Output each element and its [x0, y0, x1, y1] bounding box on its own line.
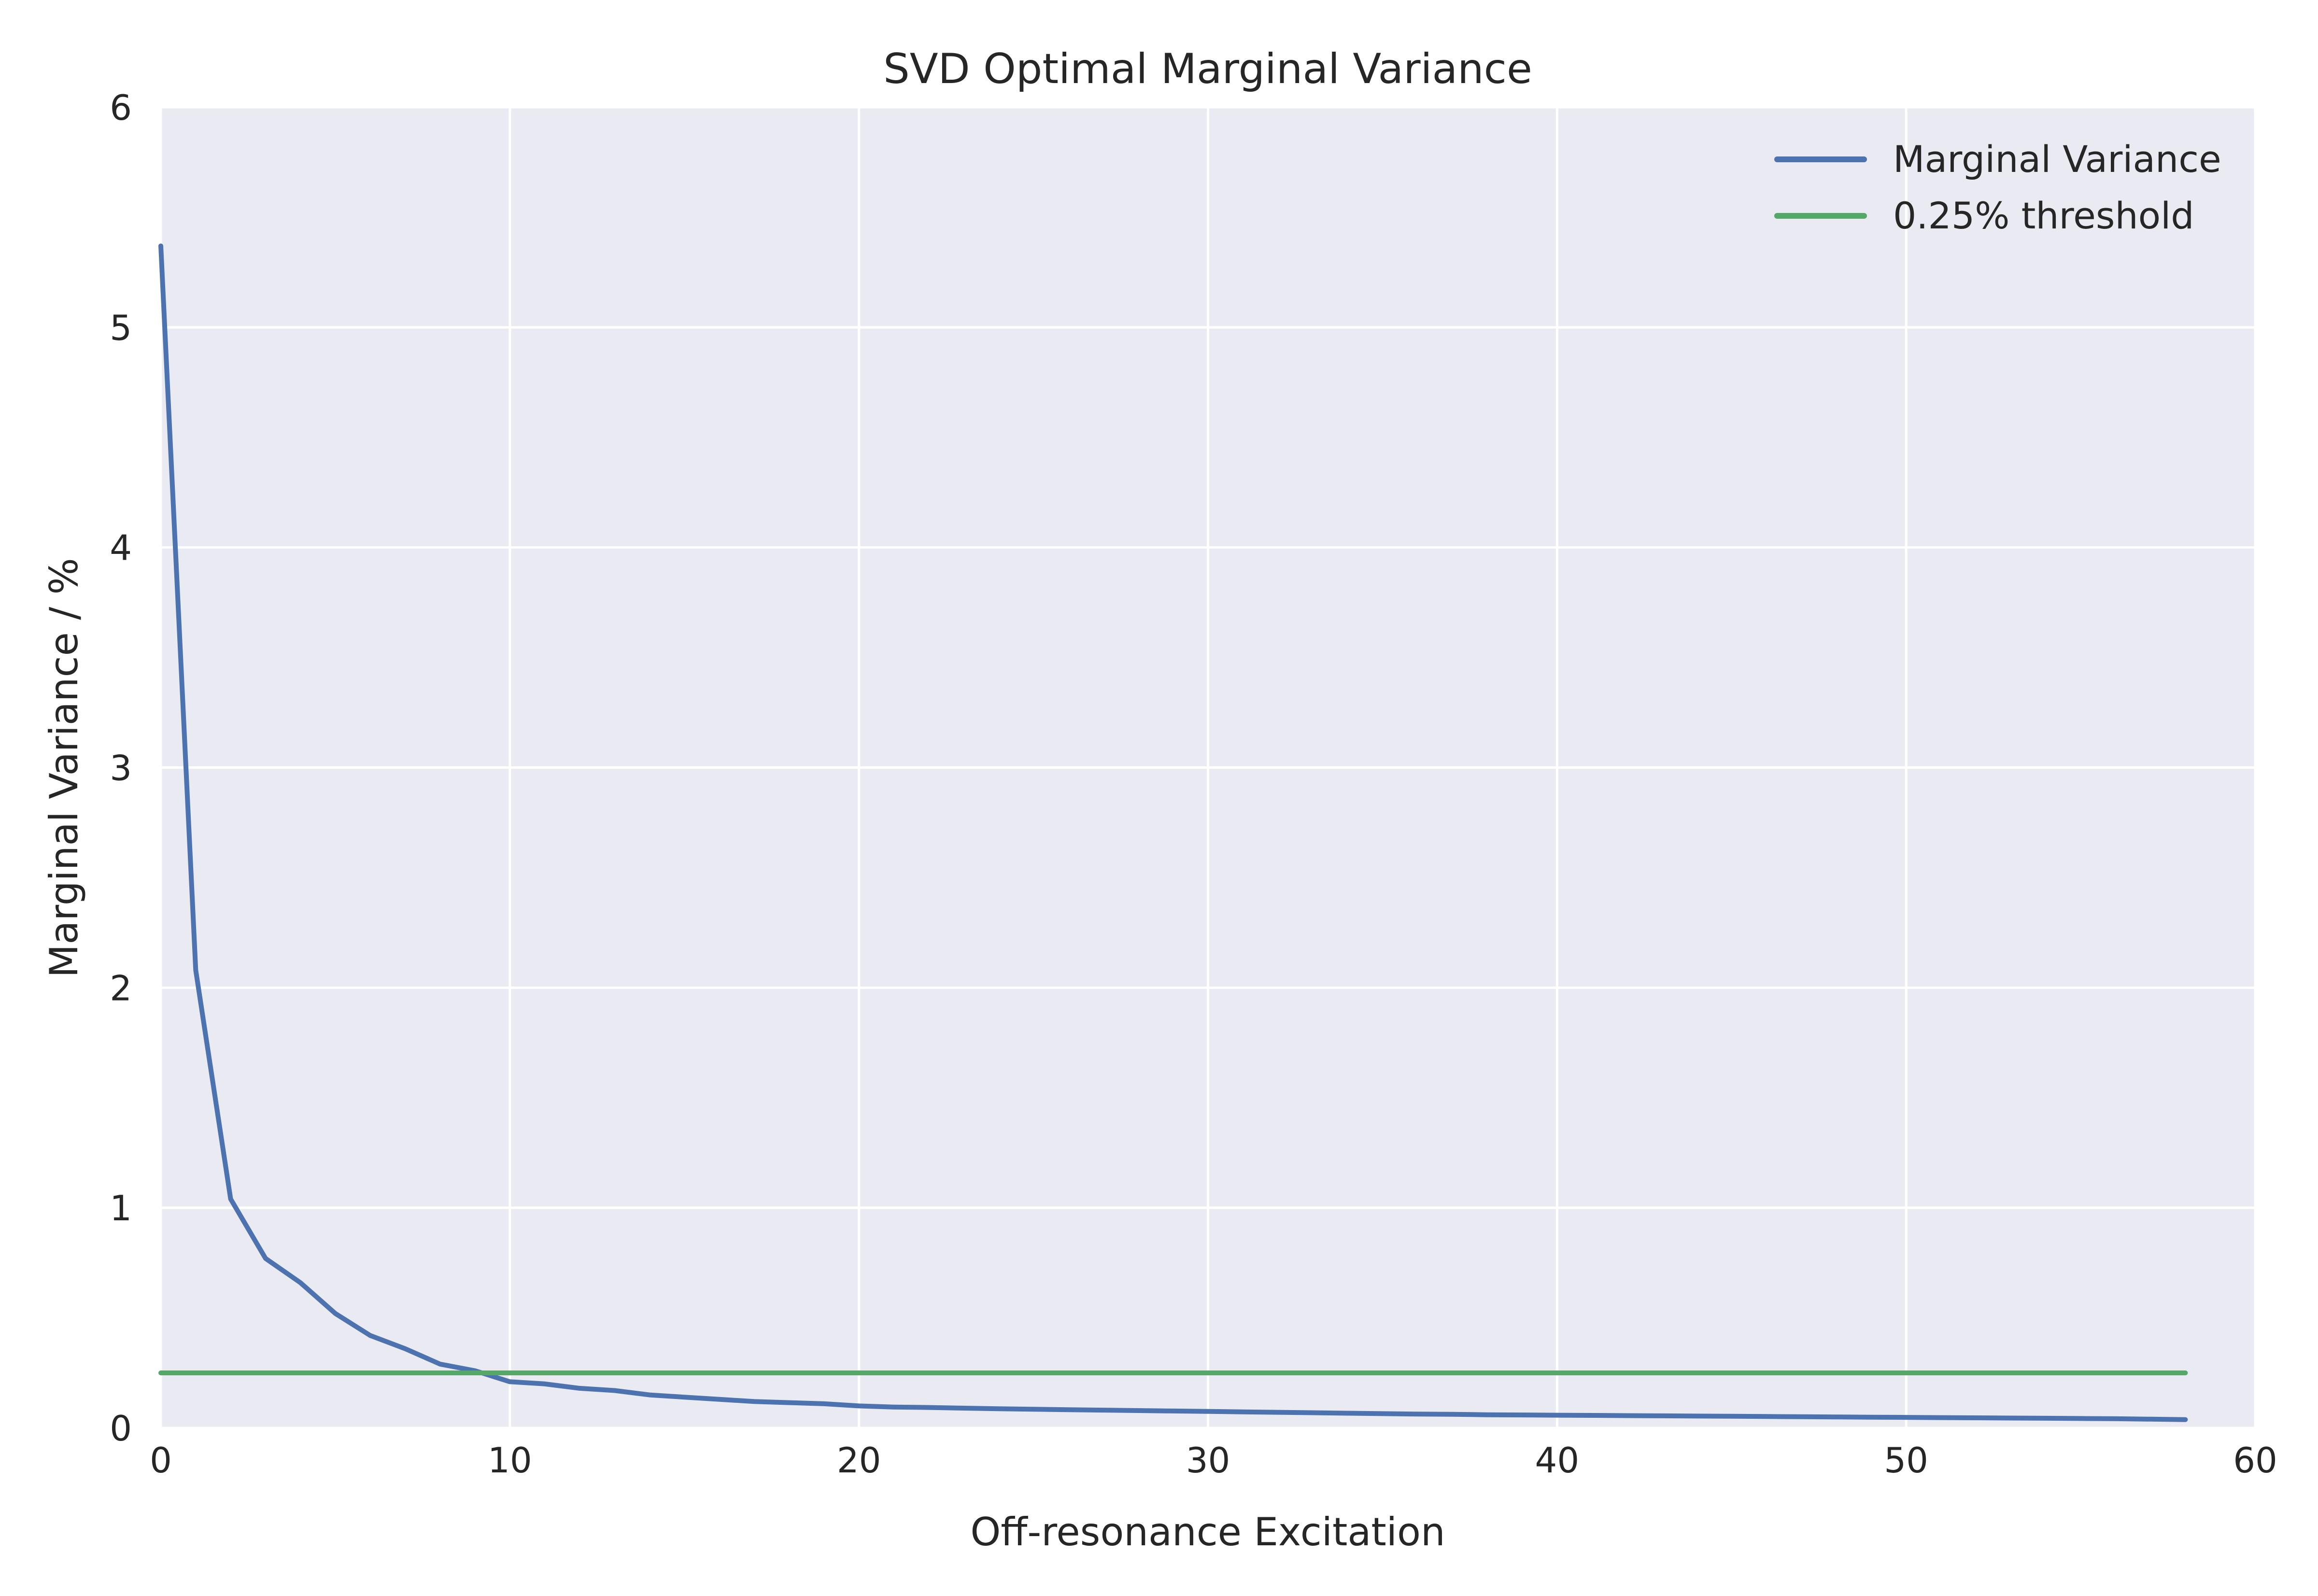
series-line-marginal-variance [158, 243, 2188, 1422]
y-tick-label: 3 [110, 748, 132, 789]
tick-labels: 0 10 20 30 40 50 60 0 1 2 3 4 5 6 [110, 87, 2277, 1481]
y-tick-label: 1 [110, 1188, 132, 1229]
x-axis-label: Off-resonance Excitation [970, 1510, 1445, 1554]
y-tick-label: 6 [110, 87, 132, 128]
x-tick-label: 40 [1535, 1440, 1580, 1481]
x-tick-label: 0 [150, 1440, 172, 1481]
x-tick-label: 10 [488, 1440, 532, 1481]
x-tick-label: 20 [837, 1440, 881, 1481]
x-tick-label: 60 [2233, 1440, 2277, 1481]
y-tick-label: 2 [110, 968, 132, 1008]
y-axis-label: Marginal Variance / % [42, 558, 86, 977]
legend-label-marginal-variance: Marginal Variance [1893, 138, 2221, 181]
x-tick-label: 50 [1884, 1440, 1928, 1481]
y-tick-label: 4 [110, 528, 132, 568]
y-tick-label: 5 [110, 308, 132, 348]
y-tick-label: 0 [110, 1408, 132, 1449]
x-tick-label: 30 [1186, 1440, 1230, 1481]
legend: Marginal Variance 0.25% threshold [1774, 138, 2221, 237]
chart-title: SVD Optimal Marginal Variance [883, 45, 1532, 93]
legend-label-threshold: 0.25% threshold [1893, 194, 2194, 237]
series-lines [158, 243, 2188, 1422]
grid-lines [159, 106, 2257, 1429]
